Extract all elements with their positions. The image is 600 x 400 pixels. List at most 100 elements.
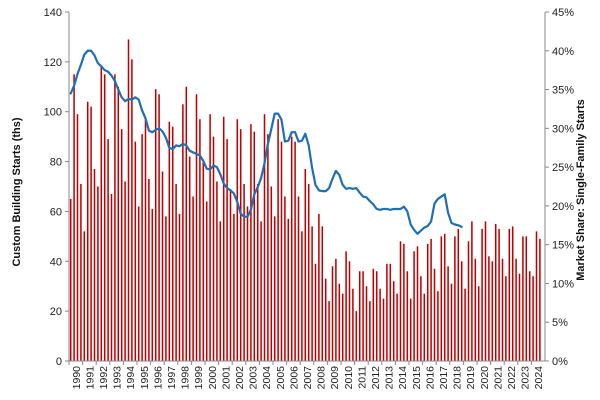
bar (103, 74, 106, 361)
bar (277, 119, 279, 361)
bar (165, 216, 167, 361)
bar (375, 271, 378, 361)
bar (134, 141, 137, 361)
bar (161, 171, 164, 361)
bar (154, 89, 157, 361)
bar (188, 156, 191, 361)
bar (328, 301, 330, 361)
bar (175, 184, 177, 361)
right-axis-tick-labels: 0% 5% 10% 15% 20% 25% 30% 35% 40% 45% (545, 7, 574, 368)
x-tick-label: 2008 (316, 366, 328, 390)
bar (396, 293, 398, 361)
left-axis-tick-labels: 0 20 40 60 80 100 120 140 (44, 7, 69, 368)
market-share-line (69, 49, 463, 235)
x-tick-label: 2001 (220, 366, 232, 390)
bar (120, 129, 123, 361)
bar (93, 169, 96, 361)
bar (97, 186, 99, 361)
bar (86, 101, 89, 362)
bar (494, 223, 497, 361)
left-tick-label: 80 (50, 157, 62, 169)
bar (403, 243, 405, 361)
bar (209, 114, 211, 362)
x-tick-label: 1996 (152, 366, 164, 390)
bar (294, 141, 296, 361)
bar (253, 131, 256, 361)
bar (443, 233, 446, 361)
bar (127, 39, 130, 362)
bar (318, 213, 320, 361)
bar (324, 278, 327, 361)
bar (192, 196, 194, 361)
left-tick-label: 140 (44, 7, 62, 19)
bar (287, 218, 290, 361)
axes (68, 12, 546, 362)
bar (518, 273, 521, 361)
left-tick-label: 60 (50, 206, 62, 218)
x-tick-label: 1990 (71, 366, 83, 390)
bar (239, 129, 242, 361)
bar (379, 288, 381, 361)
bar (199, 119, 201, 361)
bar (256, 184, 259, 361)
x-tick-label: 1991 (84, 366, 96, 390)
bar (280, 141, 283, 361)
bar (392, 281, 395, 361)
bar (369, 301, 371, 361)
bar (144, 119, 147, 361)
bar (216, 181, 218, 361)
x-tick-label: 2004 (261, 366, 273, 390)
bar (420, 276, 422, 361)
x-tick-label: 2003 (248, 366, 260, 390)
bar (508, 228, 511, 361)
bar (535, 231, 538, 361)
bar (301, 231, 303, 361)
right-tick-label: 45% (552, 7, 574, 19)
bar (386, 263, 388, 361)
bar (413, 251, 415, 361)
bar (498, 228, 500, 361)
bar (365, 286, 368, 361)
bar (382, 298, 385, 361)
right-tick-label: 10% (552, 278, 574, 290)
bar (73, 74, 75, 361)
bar (273, 216, 276, 361)
x-tick-label: 2021 (492, 366, 504, 390)
bar (484, 221, 487, 361)
bar (246, 206, 249, 361)
x-tick-label: 2011 (356, 366, 368, 389)
x-tick-label: 1999 (193, 366, 205, 390)
bar (233, 213, 235, 361)
bar (212, 136, 215, 361)
bar (341, 293, 344, 361)
bar (182, 104, 184, 362)
bar (168, 121, 171, 361)
bar (219, 221, 222, 361)
bar (362, 271, 364, 361)
bar (481, 228, 483, 361)
bar (423, 293, 426, 361)
right-tick-label: 5% (552, 317, 568, 329)
bar (471, 221, 473, 361)
bar (505, 276, 507, 361)
right-tick-label: 40% (552, 46, 574, 58)
x-tick-label: 2013 (384, 366, 396, 390)
x-tick-label: 1997 (166, 366, 178, 390)
bar (110, 193, 113, 361)
bar (525, 236, 528, 361)
bar (131, 59, 133, 362)
bar (304, 169, 307, 361)
x-tick-label: 2012 (370, 366, 382, 390)
bar (80, 184, 82, 361)
left-tick-label: 100 (44, 107, 62, 119)
bar (440, 236, 443, 361)
x-tick-label: 2005 (275, 366, 287, 390)
x-tick-label: 2007 (302, 366, 314, 390)
x-tick-label: 2002 (234, 366, 246, 390)
bar (474, 258, 477, 361)
right-tick-label: 35% (552, 85, 574, 97)
bar (185, 86, 188, 361)
bar-series (69, 39, 541, 362)
x-tick-label: 2014 (397, 366, 409, 390)
